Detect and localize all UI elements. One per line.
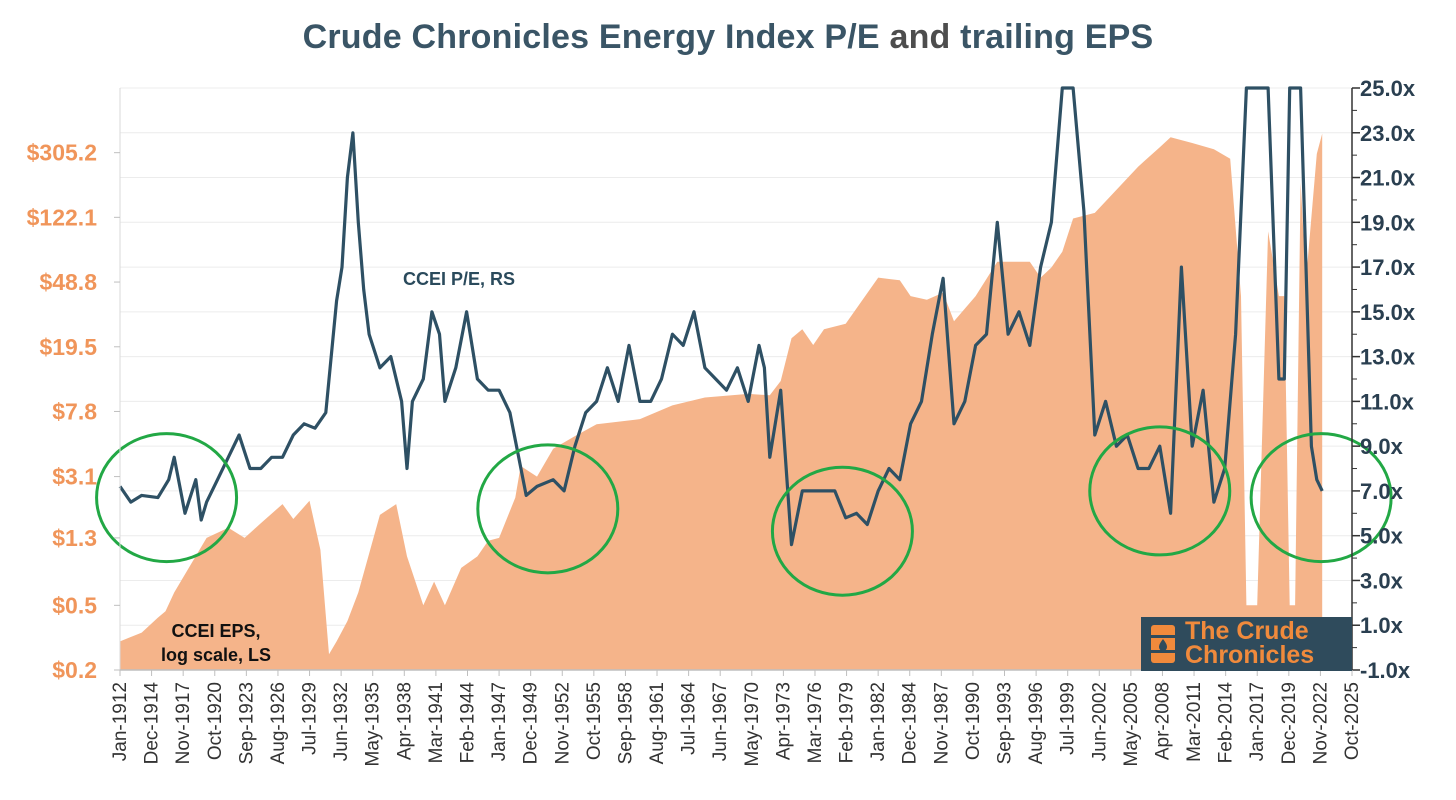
x-tick-label: Aug-1926: [268, 682, 289, 764]
logo-text: The Crude Chronicles: [1185, 617, 1315, 669]
x-tick-label: Oct-2025: [1342, 682, 1363, 760]
left-tick-label: $19.5: [39, 334, 97, 360]
title-main: Crude Chronicles Energy Index P/E: [302, 18, 880, 56]
x-tick-label: Mar-1941: [426, 682, 447, 763]
pe-series-label: CCEI P/E, RS: [403, 269, 515, 289]
highlight-circle-3: [770, 465, 914, 597]
x-tick-label: Oct-1990: [963, 682, 984, 760]
x-tick-label: Jun-1932: [331, 682, 352, 761]
x-tick-label: May-1970: [742, 682, 763, 767]
x-tick-label: Nov-2022: [1310, 682, 1331, 764]
x-tick-label: Nov-1917: [173, 682, 194, 764]
x-tick-label: Oct-1920: [205, 682, 226, 760]
x-tick-label: May-2005: [1121, 682, 1142, 767]
right-tick-label: 17.0x: [1360, 255, 1416, 280]
right-tick-label: 19.0x: [1360, 210, 1416, 235]
oil-barrel-icon: [1151, 625, 1175, 663]
x-tick-label: Aug-1961: [647, 682, 668, 764]
right-tick-label: 9.0x: [1360, 434, 1404, 459]
right-tick-label: 25.0x: [1360, 76, 1416, 101]
x-tick-label: Jan-1982: [868, 682, 889, 761]
x-tick-label: Jun-2002: [1089, 682, 1110, 761]
x-tick-label: Feb-1944: [458, 682, 479, 764]
right-tick-label: 23.0x: [1360, 121, 1416, 146]
highlight-circle-4: [1088, 425, 1232, 557]
highlight-circles: [95, 425, 1393, 597]
x-tick-label: Jan-1912: [110, 682, 131, 761]
left-axis-ticks: $0.2 $0.5 $1.3 $3.1 $7.8 $19.5 $48.8 $122.1 $305…: [27, 140, 120, 683]
x-tick-label: Sep-1958: [615, 682, 636, 764]
logo-line1: The Crude: [1185, 617, 1309, 645]
x-tick-label: Jun-1967: [710, 682, 731, 761]
title-end: trailing EPS: [960, 18, 1154, 56]
left-tick-label: $3.1: [52, 464, 97, 490]
right-tick-label: 13.0x: [1360, 345, 1416, 370]
left-tick-label: $48.8: [39, 269, 97, 295]
eps-series-label-line2: log scale, LS: [161, 645, 271, 665]
x-tick-label: Jul-1964: [679, 682, 700, 755]
x-tick-label: Jan-2017: [1247, 682, 1268, 761]
x-tick-label: Jul-1999: [1058, 682, 1079, 755]
x-tick-label: Jan-1947: [489, 682, 510, 761]
left-tick-label: $1.3: [52, 525, 97, 551]
x-tick-label: Dec-1914: [142, 682, 163, 765]
right-tick-label: 11.0x: [1360, 389, 1415, 414]
x-tick-label: Dec-1949: [521, 682, 542, 764]
x-tick-label: Apr-2008: [1153, 682, 1174, 760]
left-tick-label: $305.2: [27, 140, 97, 166]
highlight-circle-2: [476, 443, 620, 575]
x-tick-label: Aug-1996: [1026, 682, 1047, 764]
x-tick-label: Nov-1987: [931, 682, 952, 764]
right-tick-label: 7.0x: [1360, 479, 1404, 504]
logo-line2: Chronicles: [1185, 641, 1315, 669]
crude-chronicles-logo: The Crude Chronicles: [1141, 617, 1352, 671]
right-tick-label: 5.0x: [1360, 524, 1404, 549]
x-tick-label: May-1935: [363, 682, 384, 767]
right-axis-ticks: -1.0x 1.0x 3.0x 5.0x 7.0x 9.0x 11.0x 13.0x 15.0x…: [1352, 76, 1416, 683]
right-tick-label: 15.0x: [1360, 300, 1416, 325]
x-tick-label: Nov-1952: [552, 682, 573, 764]
right-tick-label: 1.0x: [1360, 613, 1404, 638]
x-tick-label: Feb-1979: [837, 682, 858, 763]
right-tick-label: -1.0x: [1360, 658, 1411, 683]
x-tick-label: Sep-1923: [236, 682, 257, 764]
x-tick-label: Oct-1955: [584, 682, 605, 760]
left-tick-label: $7.8: [52, 398, 97, 424]
x-tick-label: Feb-2014: [1216, 682, 1237, 764]
left-tick-label: $0.2: [52, 657, 97, 683]
x-tick-label: Dec-2019: [1279, 682, 1300, 764]
right-tick-label: 21.0x: [1360, 166, 1416, 191]
x-tick-label: Dec-1984: [900, 682, 921, 765]
x-tick-label: Apr-1938: [394, 682, 415, 760]
x-axis-ticks: Jan-1912 Dec-1914 Nov-1917 Oct-1920 Sep-1923…: [110, 670, 1363, 767]
left-tick-label: $122.1: [27, 204, 98, 230]
title-and: and: [889, 18, 951, 56]
highlight-circle-1: [95, 432, 239, 564]
x-tick-label: Sep-1993: [995, 682, 1016, 764]
x-tick-label: Mar-1976: [805, 682, 826, 763]
eps-series-label-line1: CCEI EPS,: [171, 621, 260, 641]
x-tick-label: Jul-1929: [300, 682, 321, 755]
left-tick-label: $0.5: [52, 592, 97, 618]
x-tick-label: Mar-2011: [1184, 682, 1205, 762]
x-tick-label: Apr-1973: [773, 682, 794, 760]
highlight-circle-5: [1249, 432, 1393, 564]
chart-title: Crude Chronicles Energy Index P/E and tr…: [0, 18, 1456, 57]
eps-area-series: [120, 133, 1323, 671]
right-tick-label: 3.0x: [1360, 568, 1404, 593]
